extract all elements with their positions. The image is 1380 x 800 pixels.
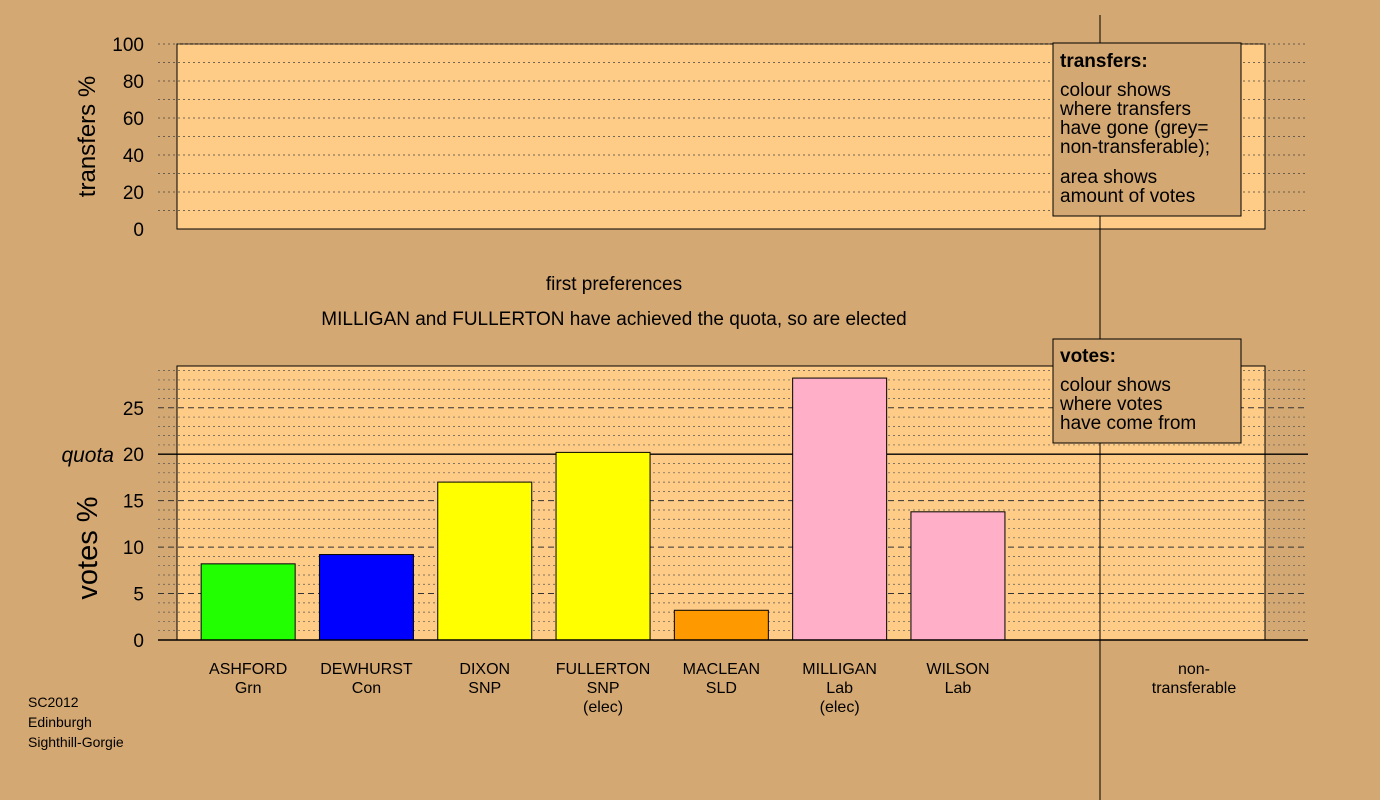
transfers-ytick-label: 20 bbox=[123, 183, 144, 204]
candidate-elected-label: (elec) bbox=[820, 699, 860, 716]
candidate-party-label: SNP bbox=[587, 680, 620, 697]
votes-ytick-label: 5 bbox=[133, 585, 144, 606]
candidate-party-label: Con bbox=[352, 680, 381, 697]
transfers-legend: transfers: colour shows where transfers … bbox=[1052, 42, 1242, 217]
bar-milligan bbox=[792, 377, 888, 641]
transfers-ytick-label: 40 bbox=[123, 146, 144, 167]
bar-dewhurst bbox=[318, 554, 414, 641]
votes-legend-line: colour shows bbox=[1060, 375, 1171, 396]
candidate-name-label: MACLEAN bbox=[683, 661, 760, 678]
candidate-party-label: Grn bbox=[235, 680, 262, 697]
bar-maclean bbox=[673, 609, 769, 641]
transfers-legend-line: area shows bbox=[1060, 167, 1157, 188]
transfers-ytick-label: 0 bbox=[133, 220, 144, 241]
votes-legend-title: votes: bbox=[1060, 346, 1116, 367]
candidate-name-label: DEWHURST bbox=[320, 661, 413, 678]
transfers-legend-line: where transfers bbox=[1059, 99, 1191, 120]
candidate-name-label: MILLIGAN bbox=[802, 661, 877, 678]
candidate-name-label: DIXON bbox=[459, 661, 510, 678]
bar-dixon bbox=[437, 481, 533, 641]
bar-fullerton bbox=[555, 451, 651, 641]
non-transferable-label: transferable bbox=[1152, 680, 1237, 697]
candidate-party-label: Lab bbox=[945, 680, 972, 697]
votes-ytick-label: 0 bbox=[133, 631, 144, 652]
candidate-party-label: Lab bbox=[826, 680, 853, 697]
votes-legend-line: where votes bbox=[1059, 394, 1162, 415]
candidate-name-label: WILSON bbox=[926, 661, 989, 678]
votes-ytick-label: 25 bbox=[123, 399, 144, 420]
transfers-legend-box bbox=[1052, 42, 1242, 217]
footer-line-3: Sighthill-Gorgie bbox=[28, 734, 124, 750]
votes-ylabel: votes % bbox=[72, 496, 104, 599]
transfers-ytick-label: 60 bbox=[123, 109, 144, 130]
votes-legend-box bbox=[1052, 338, 1242, 444]
votes-legend: votes: colour shows where votes have com… bbox=[1052, 338, 1242, 444]
footer-line-2: Edinburgh bbox=[28, 714, 92, 730]
transfers-ytick-label: 80 bbox=[123, 72, 144, 93]
footer-line-1: SC2012 bbox=[28, 694, 79, 710]
transfers-legend-line: amount of votes bbox=[1060, 186, 1195, 207]
votes-ytick-label: 20 bbox=[123, 445, 144, 466]
non-transferable-label: non- bbox=[1178, 661, 1210, 678]
bar-wilson bbox=[910, 511, 1006, 641]
transfers-ylabel: transfers % bbox=[74, 76, 101, 197]
votes-ytick-label: 10 bbox=[123, 538, 144, 559]
transfers-legend-line: non-transferable); bbox=[1060, 137, 1210, 158]
transfers-ytick-label: 100 bbox=[112, 35, 144, 56]
status-message: MILLIGAN and FULLERTON have achieved the… bbox=[321, 309, 906, 330]
round-title: first preferences bbox=[546, 274, 682, 295]
quota-label: quota bbox=[61, 444, 114, 467]
transfers-legend-line: colour shows bbox=[1060, 80, 1171, 101]
votes-ytick-label: 15 bbox=[123, 492, 144, 513]
candidate-name-label: ASHFORD bbox=[209, 661, 287, 678]
votes-legend-line: have come from bbox=[1060, 413, 1196, 434]
candidate-name-label: FULLERTON bbox=[556, 661, 651, 678]
candidate-party-label: SLD bbox=[706, 680, 737, 697]
candidate-party-label: SNP bbox=[468, 680, 501, 697]
candidate-elected-label: (elec) bbox=[583, 699, 623, 716]
transfers-legend-title: transfers: bbox=[1060, 51, 1148, 72]
transfers-legend-line: have gone (grey= bbox=[1060, 118, 1208, 139]
bar-ashford bbox=[200, 563, 296, 641]
